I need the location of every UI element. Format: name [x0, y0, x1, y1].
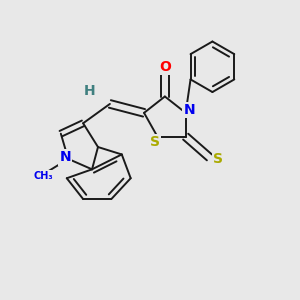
Text: S: S	[150, 135, 160, 149]
Text: H: H	[83, 84, 95, 98]
Text: O: O	[159, 60, 171, 74]
Text: N: N	[59, 150, 71, 164]
Text: S: S	[213, 152, 224, 166]
Text: CH₃: CH₃	[33, 171, 53, 181]
Text: N: N	[183, 103, 195, 117]
